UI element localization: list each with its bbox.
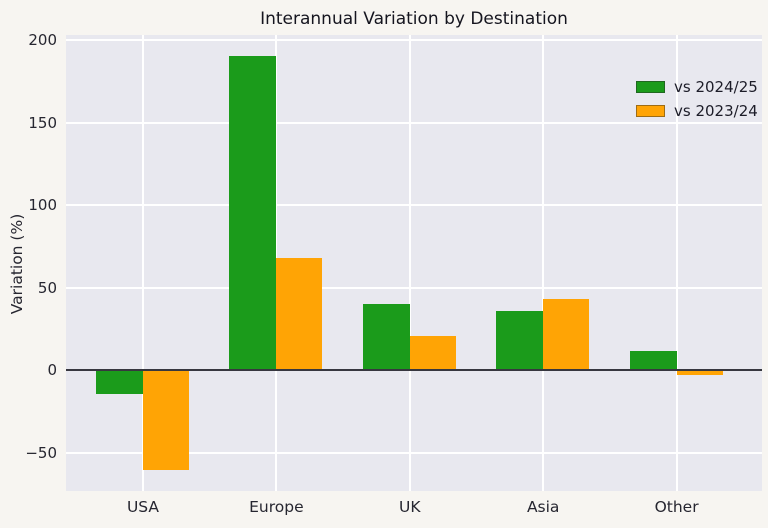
gridline-x-uk: [408, 35, 411, 491]
bar-other-green: [629, 350, 677, 371]
y-tick-150: 150: [28, 113, 57, 132]
gridline-y-200: [66, 38, 762, 41]
gridline-y-100: [66, 204, 762, 207]
legend-entry: vs 2023/24: [636, 102, 758, 120]
bar-other-orange: [676, 370, 723, 376]
legend-label: vs 2024/25: [674, 78, 758, 96]
legend: vs 2024/25 vs 2023/24: [636, 78, 758, 126]
x-tick-uk: UK: [399, 498, 421, 516]
bar-asia-orange: [543, 299, 590, 371]
y-tick-50: 50: [37, 278, 57, 297]
x-tick-europe: Europe: [249, 498, 304, 516]
bar-uk-orange: [409, 335, 456, 371]
x-tick-asia: Asia: [526, 498, 560, 516]
legend-swatch-orange: [636, 105, 665, 117]
legend-label: vs 2023/24: [674, 102, 758, 120]
bar-usa-orange: [143, 370, 189, 470]
bar-uk-green: [362, 304, 410, 371]
bar-europe-green: [229, 56, 277, 371]
zero-axis-line: [66, 369, 762, 372]
bar-asia-green: [496, 310, 544, 371]
y-tick-100: 100: [28, 196, 57, 215]
gridline-x-usa: [142, 35, 144, 491]
chart-title: Interannual Variation by Destination: [260, 9, 568, 29]
x-tick-usa: USA: [126, 498, 160, 516]
gridline-y-150: [66, 121, 762, 124]
x-tick-other: Other: [654, 498, 699, 516]
y-tick-0: 0: [47, 361, 57, 380]
plot-area: vs 2024/25 vs 2023/24: [66, 35, 762, 491]
legend-entry: vs 2024/25: [636, 78, 758, 96]
y-axis-label: Variation (%): [8, 213, 26, 315]
gridline-x-other: [675, 35, 678, 491]
y-tick-200: 200: [28, 30, 57, 49]
bar-europe-orange: [276, 258, 323, 371]
gridline-x-asia: [542, 35, 545, 491]
y-tick--50: −50: [25, 444, 57, 462]
bar-usa-green: [96, 370, 143, 394]
gridline-y-50: [66, 286, 762, 289]
gridline-y--50: [66, 452, 762, 454]
legend-swatch-green: [636, 81, 665, 93]
